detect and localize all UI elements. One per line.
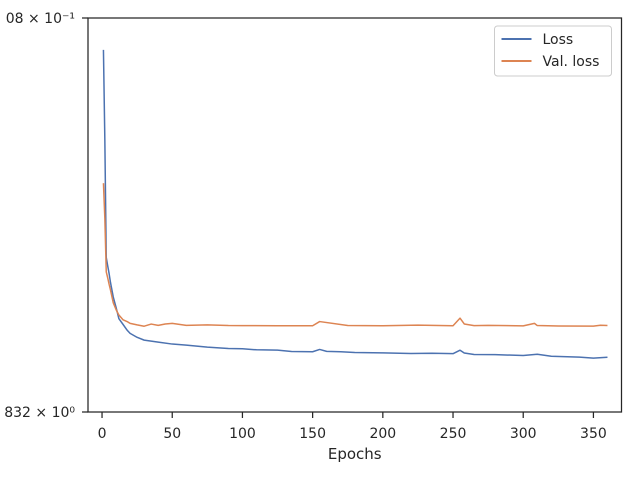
y-tick-label: 832 × 10⁰ bbox=[4, 405, 75, 421]
x-tick-label: 150 bbox=[299, 426, 326, 442]
series-line-1 bbox=[102, 183, 608, 327]
x-tick-label: 350 bbox=[580, 426, 607, 442]
y-tick-label: 08 × 10⁻¹ bbox=[6, 11, 75, 27]
x-tick-label: 0 bbox=[98, 426, 107, 442]
legend-label-1: Val. loss bbox=[543, 54, 600, 70]
x-tick-label: 300 bbox=[510, 426, 537, 442]
plot-frame bbox=[87, 17, 623, 413]
legend-label-0: Loss bbox=[543, 32, 574, 48]
x-tick-label: 100 bbox=[229, 426, 256, 442]
x-tick-label: 250 bbox=[440, 426, 467, 442]
series-line-0 bbox=[102, 49, 608, 359]
x-tick-label: 200 bbox=[369, 426, 396, 442]
x-axis-label: Epochs bbox=[328, 445, 382, 463]
x-tick-label: 50 bbox=[163, 426, 181, 442]
